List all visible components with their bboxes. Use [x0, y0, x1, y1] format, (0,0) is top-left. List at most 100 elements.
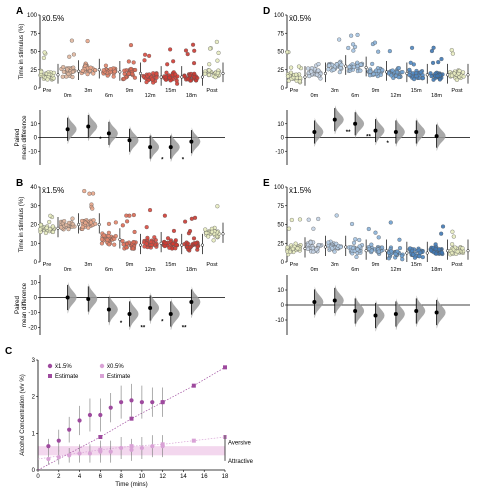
diff-y-tick-label: 10 [30, 122, 37, 128]
data-point [45, 77, 50, 82]
data-point [298, 75, 303, 80]
data-point [286, 226, 292, 231]
data-point [411, 252, 416, 257]
panel-d: Dẍ0.5%0255075100Pre0m3m6m9m12m15m18mPost… [263, 6, 470, 165]
data-point [461, 74, 466, 79]
bootstrap-distribution [150, 292, 160, 324]
mean-difference [127, 138, 132, 143]
y-tick-label: 75 [30, 31, 37, 37]
data-point [106, 230, 111, 235]
data-point [101, 233, 106, 238]
data-point [131, 60, 136, 65]
data-point [396, 75, 401, 80]
data-point [108, 449, 113, 454]
data-point [314, 247, 319, 252]
data-point [369, 248, 374, 253]
condition-label: ẍ0.5% [289, 14, 311, 23]
significance-star: ** [141, 326, 146, 332]
data-point [150, 400, 155, 405]
data-point [191, 61, 197, 66]
data-point [389, 73, 394, 78]
estimate-trend [37, 436, 226, 460]
data-point [451, 234, 456, 239]
data-point [355, 247, 360, 252]
category-label: 15m [165, 262, 176, 268]
data-point [167, 75, 172, 80]
panel-letter: B [16, 178, 23, 189]
data-point [306, 66, 311, 71]
data-point [121, 242, 126, 247]
data-point [98, 412, 103, 418]
y-tick-label: 50 [30, 50, 37, 56]
median-point [425, 73, 429, 77]
data-point [47, 219, 52, 225]
category-label: Pre [43, 262, 52, 268]
median-point [138, 71, 143, 75]
data-point [393, 251, 398, 257]
data-point [354, 254, 359, 259]
median-point [364, 66, 368, 70]
category-label: 12m [145, 267, 156, 273]
data-point [46, 456, 51, 462]
mean-difference [332, 298, 337, 303]
data-point [449, 250, 455, 256]
data-point [202, 71, 208, 76]
bootstrap-distribution [67, 281, 77, 314]
diff-y-axis-label: Paired [14, 296, 21, 314]
bootstrap-distribution [334, 105, 344, 135]
median-point [344, 64, 348, 68]
x-tick-label: 4 [78, 474, 82, 480]
median-point [97, 222, 101, 227]
data-point [290, 246, 296, 251]
diff-y-tick-label: -10 [275, 318, 284, 324]
data-point [310, 246, 316, 251]
significance-star: ** [366, 134, 371, 140]
significance-star: ** [182, 326, 187, 332]
data-point [125, 241, 130, 247]
data-point [349, 221, 355, 227]
data-point [428, 71, 433, 76]
data-point [91, 191, 96, 196]
data-point [399, 253, 404, 258]
category-label: 0m [64, 93, 72, 99]
data-point [80, 68, 85, 73]
category-label: Post [451, 262, 463, 268]
bootstrap-distribution [436, 121, 446, 151]
y-tick-label: 50 [277, 223, 284, 229]
diff-y-tick-label: 0 [281, 136, 285, 142]
data-point [61, 65, 66, 70]
data-point [48, 213, 53, 218]
data-point [285, 74, 291, 79]
data-point [101, 68, 106, 73]
bootstrap-distribution [375, 299, 385, 332]
data-point [412, 77, 417, 82]
data-point [165, 62, 170, 67]
data-point [434, 251, 439, 256]
mean-difference [106, 131, 111, 136]
data-point [289, 217, 294, 223]
data-point [211, 238, 216, 243]
data-point [311, 226, 316, 231]
data-point [334, 62, 339, 67]
data-point [357, 237, 362, 243]
bootstrap-distribution [355, 109, 365, 139]
y-tick-label: 1 [32, 431, 36, 437]
significance-star: * [161, 320, 164, 326]
data-point [87, 191, 92, 196]
data-point [185, 77, 190, 82]
data-point [82, 188, 87, 194]
data-point [139, 445, 144, 451]
mean-difference [373, 128, 378, 133]
x-tick-label: 8 [119, 474, 123, 480]
data-point [400, 69, 405, 75]
data-point [147, 53, 152, 58]
y-tick-label: 25 [30, 68, 37, 74]
mean-difference [86, 297, 91, 301]
data-point [316, 216, 321, 222]
data-point [151, 71, 156, 76]
data-point [93, 68, 98, 73]
data-point [390, 68, 395, 73]
data-point [129, 398, 134, 403]
data-point [214, 39, 219, 44]
diff-y-tick-label: 10 [30, 281, 37, 287]
